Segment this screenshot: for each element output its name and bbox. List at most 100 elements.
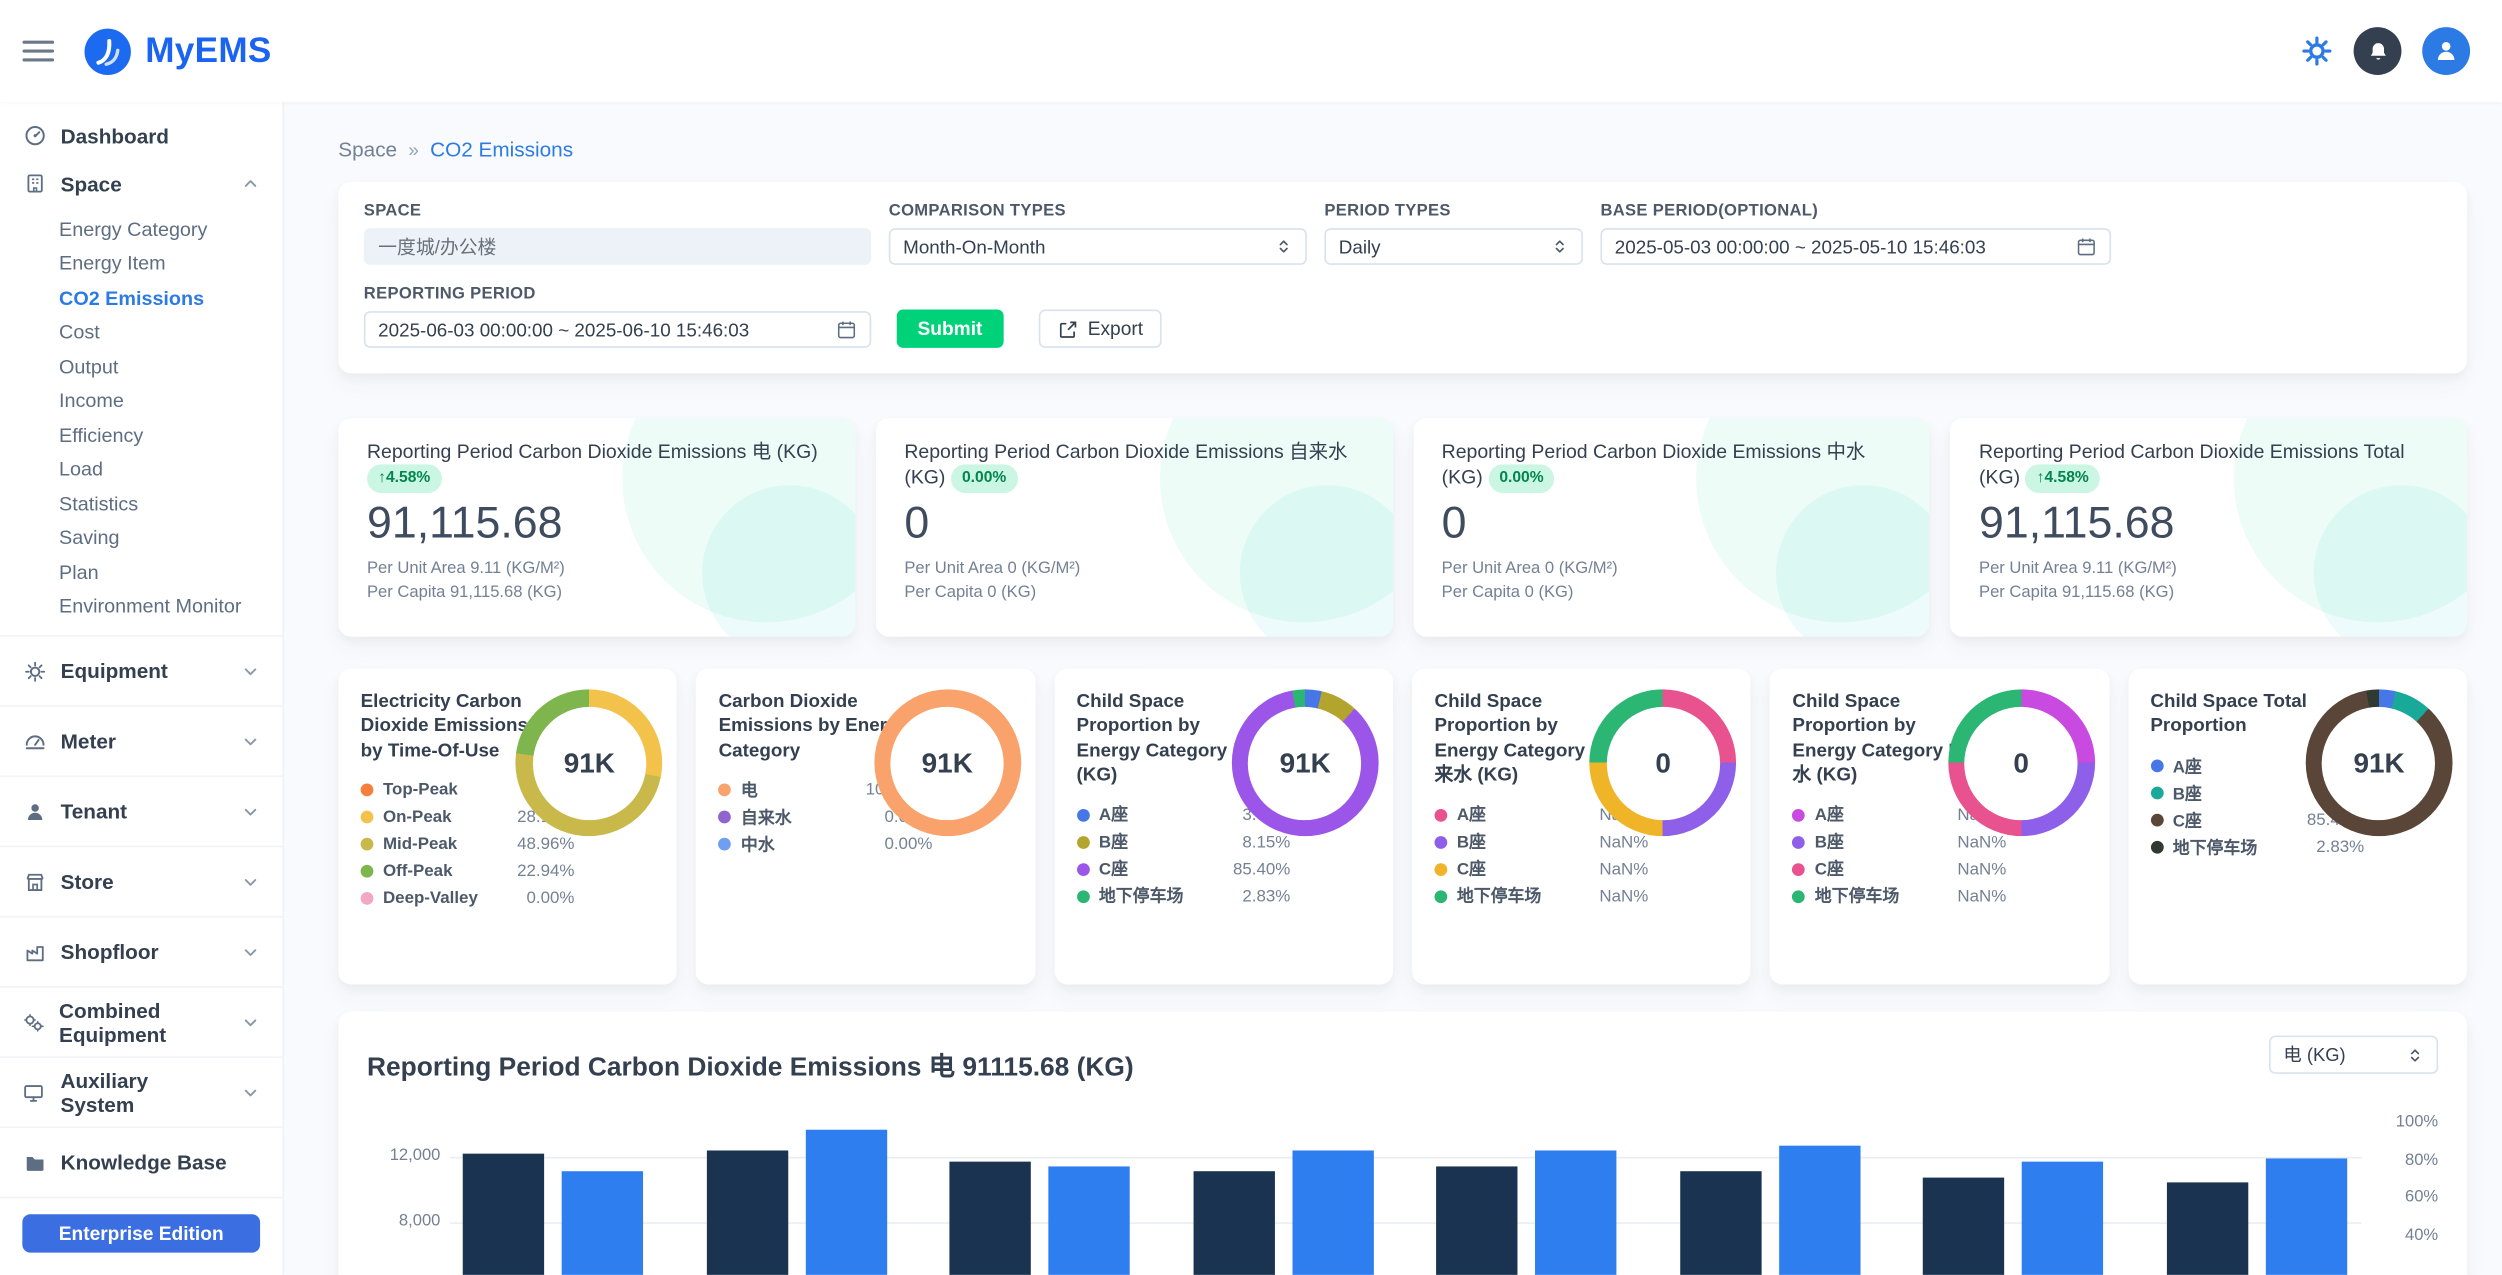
donut-chart: 91K <box>516 689 663 836</box>
chevron-down-icon <box>241 732 260 751</box>
sidebar-item-label: Meter <box>61 729 116 753</box>
legend-dot-icon <box>1434 863 1447 876</box>
select-arrows-icon <box>2406 1046 2424 1064</box>
legend-item: 地下停车场2.83% <box>2150 834 2364 861</box>
sidebar-subitem-output[interactable]: Output <box>0 349 282 383</box>
bar-reporting-period <box>805 1129 886 1275</box>
sidebar-item-space[interactable]: Space <box>0 160 282 208</box>
sidebar-item-combined-equipment[interactable]: Combined Equipment <box>0 986 282 1056</box>
sidebar-subitem-cost[interactable]: Cost <box>0 315 282 349</box>
sidebar-item-dashboard[interactable]: Dashboard <box>0 112 282 160</box>
energy-category-select[interactable]: 电 (KG) <box>2269 1036 2438 1074</box>
brand-name: MyEMS <box>145 30 271 71</box>
donut-center-value: 91K <box>1249 706 1362 819</box>
gear-icon <box>22 660 46 682</box>
sidebar-submenu: Energy CategoryEnergy ItemCO2 EmissionsC… <box>0 212 282 624</box>
donut-center-value: 0 <box>1964 706 2077 819</box>
breadcrumb-space-link[interactable]: Space <box>338 137 397 161</box>
sidebar-item-equipment[interactable]: Equipment <box>0 635 282 705</box>
donut-card-1: Electricity Carbon Dioxide Emissions by … <box>338 669 677 985</box>
user-avatar[interactable] <box>2422 27 2470 75</box>
building-icon <box>22 172 46 194</box>
base-period-field: BASE PERIOD(OPTIONAL) 2025-05-03 00:00:0… <box>1600 203 2111 265</box>
donut-chart: 0 <box>1948 689 2095 836</box>
sidebar-item-auxiliary-system[interactable]: Auxiliary System <box>0 1056 282 1126</box>
legend-dot-icon <box>1792 863 1805 876</box>
chevron-down-icon <box>241 1083 260 1102</box>
per-capita-text: Per Capita 0 (KG) <box>1442 584 1901 602</box>
sidebar-subitem-load[interactable]: Load <box>0 452 282 486</box>
space-input[interactable]: 一度城/办公楼 <box>364 228 871 265</box>
sidebar-subitem-plan[interactable]: Plan <box>0 555 282 589</box>
y-axis-right-tick: 100% <box>2368 1114 2438 1132</box>
sidebar-subitem-saving[interactable]: Saving <box>0 521 282 555</box>
y-axis-right-tick: 80% <box>2368 1152 2438 1170</box>
donut-chart: 91K <box>1232 689 1379 836</box>
stat-card-value: 0 <box>904 497 1363 548</box>
bar-reporting-period <box>2265 1158 2346 1275</box>
comparison-types-field: COMPARISON TYPES Month-On-Month <box>889 203 1307 265</box>
sidebar-item-knowledge-base[interactable]: Knowledge Base <box>0 1127 282 1197</box>
per-unit-area-text: Per Unit Area 0 (KG/M²) <box>904 560 1363 578</box>
space-field: SPACE 一度城/办公楼 <box>364 203 871 265</box>
donut-card-5: Child Space Proportion by Energy Categor… <box>1770 669 2109 985</box>
period-types-select[interactable]: Daily <box>1324 228 1582 265</box>
legend-item: C座85.40% <box>1077 856 1291 883</box>
legend-dot-icon <box>361 838 374 851</box>
bar-chart-title: Reporting Period Carbon Dioxide Emission… <box>367 1045 1134 1083</box>
donut-center-value: 0 <box>1607 706 1720 819</box>
per-capita-text: Per Capita 0 (KG) <box>904 584 1363 602</box>
meter-icon <box>22 730 46 752</box>
space-label: SPACE <box>364 203 871 221</box>
donut-chart: 91K <box>2306 689 2453 836</box>
notifications-bell-icon[interactable] <box>2354 27 2402 75</box>
sidebar-item-tenant[interactable]: Tenant <box>0 775 282 845</box>
enterprise-edition-button[interactable]: Enterprise Edition <box>22 1214 260 1252</box>
change-badge: 0.00% <box>1488 465 1555 492</box>
sidebar-subitem-environment-monitor[interactable]: Environment Monitor <box>0 590 282 624</box>
sidebar-subitem-income[interactable]: Income <box>0 384 282 418</box>
reporting-period-label: REPORTING PERIOD <box>364 286 871 304</box>
brand-logo[interactable]: MyEMS <box>83 26 272 75</box>
sidebar-item-label: Shopfloor <box>61 940 159 964</box>
export-button[interactable]: Export <box>1038 310 1162 348</box>
legend-dot-icon <box>1077 863 1090 876</box>
legend-dot-icon <box>719 838 732 851</box>
submit-button[interactable]: Submit <box>897 310 1003 348</box>
chevron-down-icon <box>241 661 260 680</box>
donut-chart: 91K <box>874 689 1021 836</box>
donut-center-value: 91K <box>891 706 1004 819</box>
settings-gear-icon[interactable] <box>2301 35 2333 67</box>
sidebar-subitem-energy-item[interactable]: Energy Item <box>0 247 282 281</box>
legend-item: Off-Peak22.94% <box>361 858 575 885</box>
comparison-types-select[interactable]: Month-On-Month <box>889 228 1307 265</box>
sidebar-item-meter[interactable]: Meter <box>0 705 282 775</box>
reporting-period-input[interactable]: 2025-06-03 00:00:00 ~ 2025-06-10 15:46:0… <box>364 311 871 348</box>
legend-dot-icon <box>1077 890 1090 903</box>
gauge-icon <box>22 124 46 146</box>
legend-dot-icon <box>1434 890 1447 903</box>
sidebar-item-store[interactable]: Store <box>0 846 282 916</box>
bar-base-period <box>1679 1171 1760 1275</box>
sidebar-subitem-co2-emissions[interactable]: CO2 Emissions <box>0 281 282 315</box>
bar-base-period <box>706 1150 787 1275</box>
hamburger-menu-button[interactable] <box>22 38 54 64</box>
sidebar-subitem-efficiency[interactable]: Efficiency <box>0 418 282 452</box>
legend-dot-icon <box>2150 814 2163 827</box>
bar-reporting-period <box>2022 1161 2103 1275</box>
sidebar-item-label: Equipment <box>61 659 168 683</box>
legend-dot-icon <box>2150 760 2163 773</box>
sidebar-item-shopfloor[interactable]: Shopfloor <box>0 916 282 986</box>
y-axis-tick: 12,000 <box>367 1147 440 1165</box>
base-period-input[interactable]: 2025-05-03 00:00:00 ~ 2025-05-10 15:46:0… <box>1600 228 2111 265</box>
donut-card-2: Carbon Dioxide Emissions by Energy Categ… <box>696 669 1035 985</box>
legend-dot-icon <box>1077 809 1090 822</box>
sidebar-subitem-energy-category[interactable]: Energy Category <box>0 212 282 246</box>
stat-card-title: Reporting Period Carbon Dioxide Emission… <box>367 439 826 493</box>
select-arrows-icon <box>1551 238 1569 256</box>
person-icon <box>22 800 46 822</box>
chevron-down-icon <box>241 942 260 961</box>
sidebar-subitem-statistics[interactable]: Statistics <box>0 487 282 521</box>
bar-base-period <box>1923 1178 2004 1275</box>
sidebar-item-label: Store <box>61 870 114 894</box>
